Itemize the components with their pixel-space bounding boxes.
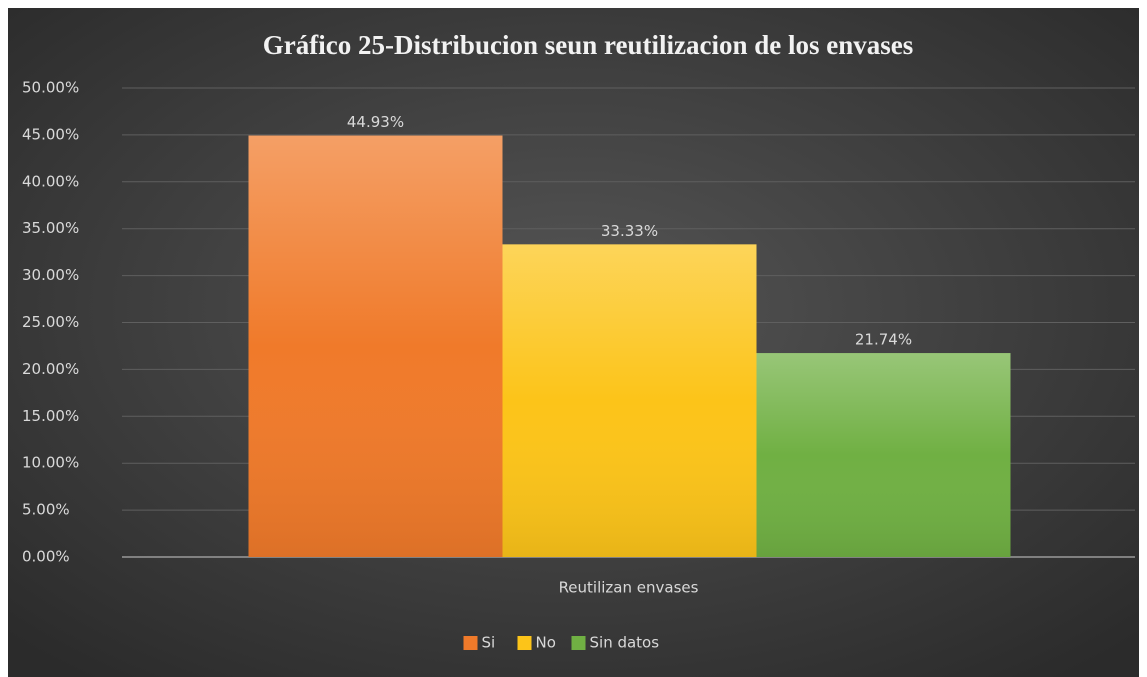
y-tick-label: 25.00% [22,313,79,331]
y-tick-label: 0.00% [22,548,70,566]
y-tick-label: 40.00% [22,172,79,190]
y-tick-label: 45.00% [22,125,79,143]
legend-label: No [536,634,556,652]
bar-shine [502,244,757,557]
y-tick-label: 35.00% [22,219,79,237]
legend-swatch [463,636,478,650]
y-tick-label: 10.00% [22,454,79,472]
bar-shine [756,353,1011,557]
y-tick-label: 15.00% [22,407,79,425]
legend-swatch [571,636,586,650]
y-tick-label: 5.00% [22,501,70,519]
legend-swatch [517,636,532,650]
bar-shine [248,135,503,558]
y-tick-label: 20.00% [22,360,79,378]
x-tick-label: Reutilizan envases [559,579,699,597]
chart-title: Gráfico 25-Distribucion seun reutilizaci… [263,30,913,60]
data-label: 21.74% [855,331,912,349]
y-tick-label: 30.00% [22,266,79,284]
data-label: 33.33% [601,222,658,240]
legend-label: Sin datos [590,634,660,652]
y-tick-label: 50.00% [22,79,79,97]
legend-label: Si [482,634,496,652]
data-label: 44.93% [347,113,404,131]
